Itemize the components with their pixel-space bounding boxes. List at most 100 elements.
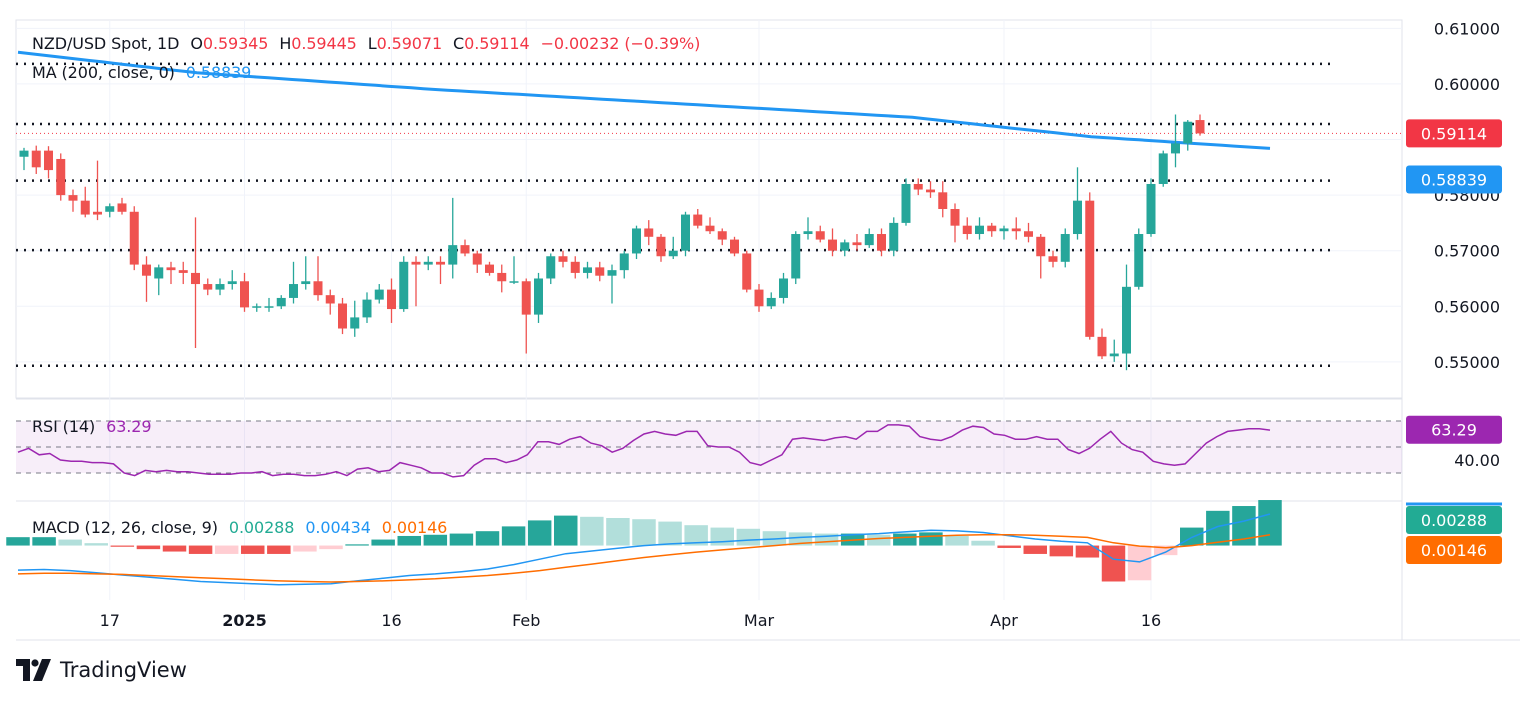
ma-value: 0.58839 (185, 63, 252, 82)
macd-histogram-bar (632, 519, 656, 546)
candle-body (668, 250, 678, 257)
macd-histogram-bar (684, 525, 708, 546)
rsi-value-badge: 63.29 (1431, 421, 1477, 440)
x-tick-label: 2025 (222, 611, 267, 630)
macd-histogram-bar (423, 534, 448, 546)
candle-body (325, 295, 335, 304)
x-tick-label: Apr (990, 611, 1018, 630)
macd-histogram-bar (971, 540, 995, 546)
candle-body (828, 239, 837, 251)
candle-body (877, 234, 886, 251)
rsi-pane (16, 420, 1402, 478)
candle-body (913, 183, 923, 190)
candle-body (987, 225, 997, 232)
rsi-value: 63.29 (106, 417, 152, 436)
ma-legend[interactable]: MA (200, close, 0) 0.58839 (32, 63, 257, 82)
candle-body (509, 281, 519, 283)
macd-histogram-bar (736, 528, 761, 546)
candle-body (485, 264, 494, 273)
candle-body (1011, 228, 1021, 232)
candle-body (950, 209, 960, 226)
candle-body (460, 245, 470, 254)
candle-body (203, 284, 213, 290)
brand-name: TradingView (60, 658, 187, 682)
high-value: 0.59445 (291, 34, 357, 53)
macd-histogram-bar (1127, 545, 1152, 581)
macd-signal-legend-value: 0.00146 (381, 518, 448, 537)
candle-body (142, 264, 151, 276)
macd-histogram-bar (527, 520, 552, 546)
candle-body (742, 253, 752, 290)
candle-body (129, 211, 139, 265)
candle-body (864, 234, 874, 246)
candle-body (436, 261, 445, 265)
candle-body (423, 261, 433, 265)
symbol-title[interactable]: NZD/USD Spot, 1D (32, 34, 180, 53)
x-tick-label: 16 (1141, 611, 1161, 630)
macd-histogram-bar (814, 533, 839, 546)
macd-histogram-bar (162, 545, 187, 552)
candle-body (962, 225, 972, 235)
macd-histogram-bar (1075, 545, 1100, 558)
ma-price-badge-bg (1406, 165, 1502, 194)
candle-body (644, 228, 654, 237)
candle-body (387, 289, 396, 310)
open-label: O (190, 34, 203, 53)
candle-body (80, 200, 90, 215)
rsi-label: RSI (14) (32, 417, 96, 436)
candle-body (240, 281, 249, 308)
macd-histogram-bar (345, 544, 369, 546)
candle-body (619, 253, 629, 271)
candle-body (926, 189, 935, 193)
candle-body (1109, 353, 1119, 357)
macd-histogram-bar (1153, 545, 1178, 556)
candle-body (374, 289, 384, 300)
candle-body (338, 303, 347, 329)
last-price-badge: 0.59114 (1421, 124, 1487, 143)
candle-body (1134, 234, 1144, 287)
candle-body (1195, 120, 1205, 134)
macd-histogram-bar (919, 532, 943, 546)
macd-histogram-bar (293, 545, 317, 552)
macd-histogram-bar (475, 531, 500, 546)
macd-histogram-bar (1049, 545, 1074, 557)
candle-body (44, 150, 53, 171)
y-tick-label: 0.57000 (1434, 242, 1500, 261)
candle-body (717, 231, 727, 240)
ma-200-layer (17, 50, 1271, 150)
candle-body (632, 228, 641, 254)
close-label: C (453, 34, 465, 53)
tradingview-logo[interactable]: TradingView (16, 658, 187, 682)
candle-body (1158, 153, 1168, 184)
ohlc-legend: NZD/USD Spot, 1D O0.59345 H0.59445 L0.59… (32, 34, 706, 53)
candle-body (191, 272, 200, 285)
candle-body (350, 317, 360, 329)
rsi-legend[interactable]: RSI (14) 63.29 (32, 417, 157, 436)
rsi-value-badge-bg (1406, 415, 1502, 444)
candle-body (1036, 236, 1046, 257)
candle-body (852, 242, 862, 246)
candle-body (779, 278, 788, 298)
candle-body (791, 234, 801, 279)
macd-value-badge: 0.00288 (1421, 511, 1487, 530)
candle-body (938, 192, 948, 209)
candle-body (166, 267, 176, 271)
candle-body (93, 211, 102, 215)
macd-legend[interactable]: MACD (12, 26, close, 9) 0.00288 0.00434 … (32, 518, 453, 537)
candle-body (215, 284, 225, 290)
macd-histogram-bar (319, 545, 343, 550)
macd-histogram-bar (214, 545, 239, 554)
macd-histogram-bar (371, 539, 395, 546)
close-value: 0.59114 (464, 34, 530, 53)
macd-histogram-bar (658, 521, 682, 546)
price-badges: 0.59114 0.58839 63.29 0.00288 0.00146 (1406, 119, 1502, 564)
candle-body (766, 297, 776, 307)
candles (19, 114, 1205, 371)
candle-body (1171, 143, 1180, 154)
y-tick-label: 0.61000 (1434, 19, 1500, 38)
candle-body (497, 272, 507, 282)
candle-body (117, 203, 127, 212)
macd-histogram-bar (788, 532, 813, 546)
candle-body (583, 267, 592, 273)
candle-body (558, 256, 568, 262)
